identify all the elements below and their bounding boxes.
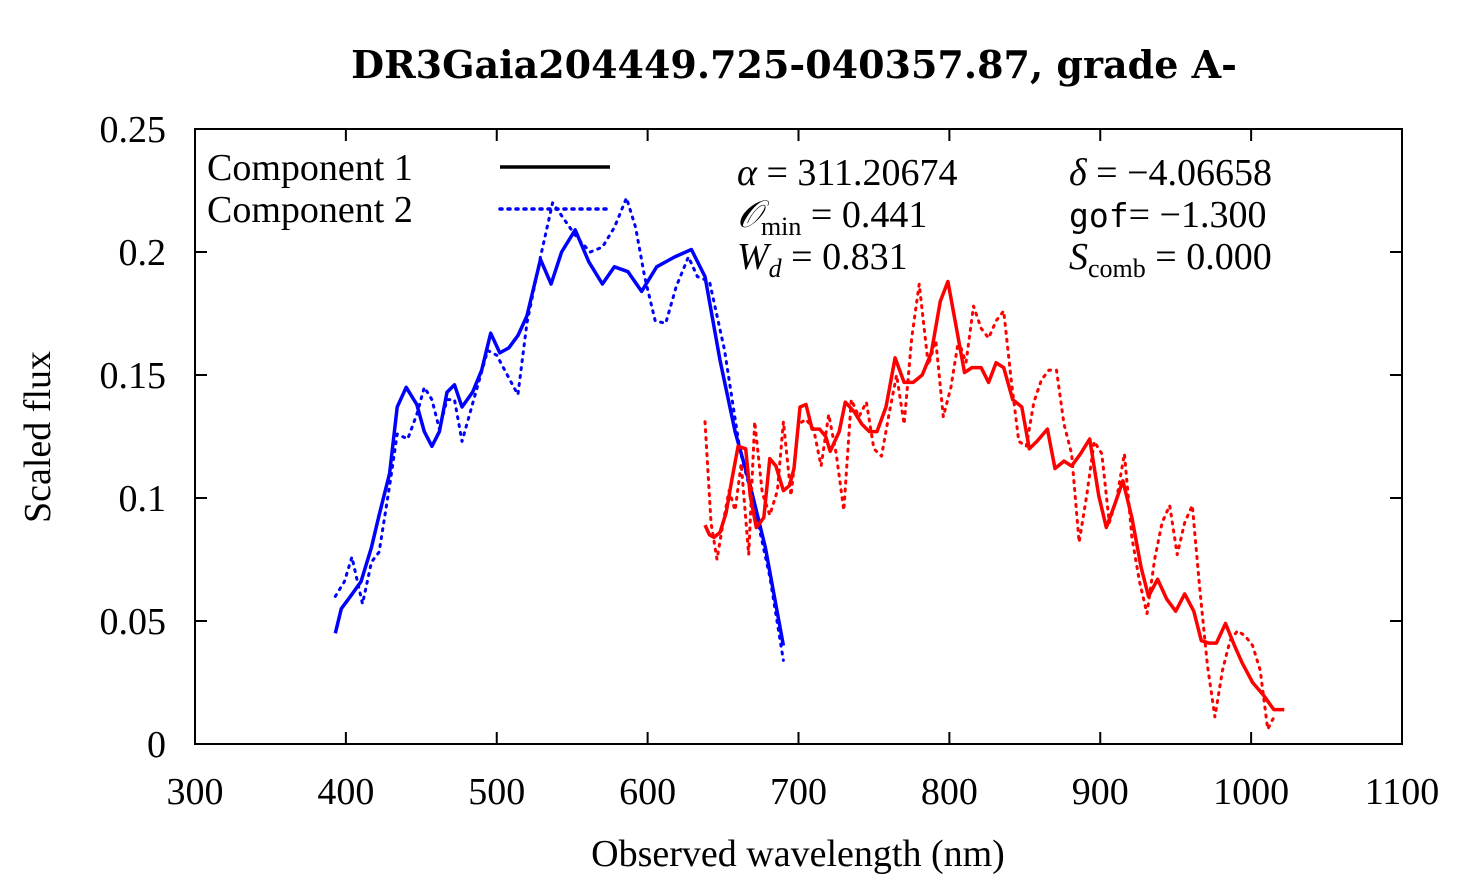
x-axis-label: Observed wavelength (nm) [591, 833, 1005, 875]
x-tick-label: 500 [468, 771, 525, 813]
x-tick-label: 700 [770, 771, 827, 813]
x-tick-label: 1100 [1365, 771, 1440, 813]
series-line-1 [333, 228, 786, 646]
y-tick-label: 0.25 [100, 109, 167, 151]
y-tick-label: 0.2 [119, 232, 167, 274]
y-tick-label: 0 [147, 724, 166, 766]
series-layer [333, 196, 1285, 731]
y-tick-label: 0.15 [100, 355, 167, 397]
annotation-gof: gof= −1.300 [1069, 194, 1266, 236]
legend-label-component-1: Component 1 [207, 147, 413, 189]
annotation-wd: Wd = 0.831 [737, 236, 908, 283]
x-tick-label: 300 [167, 771, 224, 813]
legend: Component 1 Component 2 [207, 147, 612, 231]
series-line-3 [703, 279, 1285, 712]
annotation-scomb: Scomb = 0.000 [1069, 236, 1272, 283]
series-line-4 [703, 282, 1277, 731]
annotation-delta: δ = −4.06658 [1069, 152, 1272, 194]
y-tick-label: 0.1 [119, 478, 167, 520]
x-tick-label: 400 [317, 771, 374, 813]
y-axis-label: Scaled flux [17, 351, 59, 523]
chart-title: DR3Gaia204449.725-040357.87, grade A- [351, 42, 1237, 87]
x-tick-label: 900 [1072, 771, 1129, 813]
x-tick-label: 600 [619, 771, 676, 813]
fit-annotations: α = 311.20674 δ = −4.06658 𝒪min = 0.441 … [737, 152, 1272, 283]
annotation-alpha: α = 311.20674 [737, 152, 957, 194]
series-line-2 [333, 196, 785, 662]
x-tick-label: 800 [921, 771, 978, 813]
y-tick-label: 0.05 [100, 601, 167, 643]
annotation-omin: 𝒪min = 0.441 [737, 194, 927, 241]
x-tick-label: 1000 [1213, 771, 1289, 813]
legend-label-component-2: Component 2 [207, 189, 413, 231]
ticks-layer: 300 400 500 600 700 800 900 1000 1100 0 0.05 0.1 0.1… [100, 109, 1440, 813]
